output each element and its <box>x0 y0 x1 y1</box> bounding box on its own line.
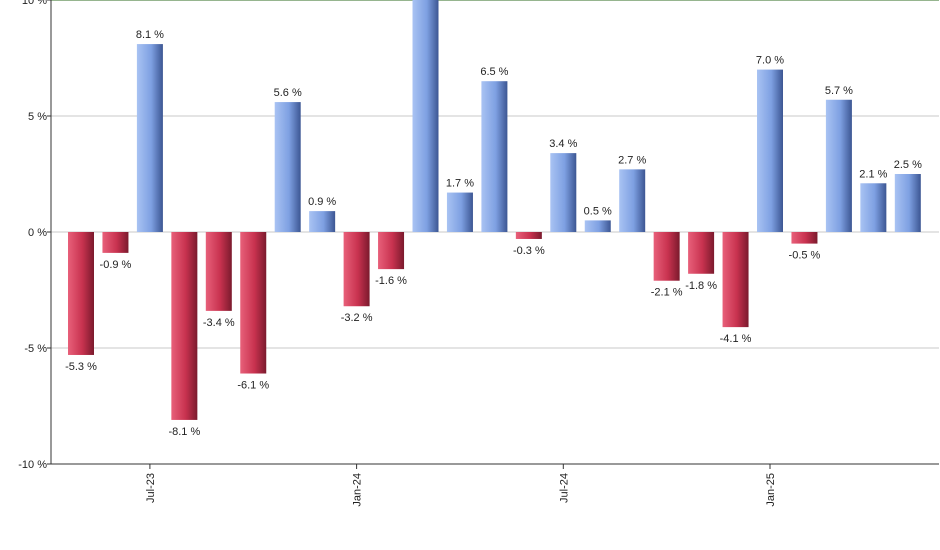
bar-label: -0.5 % <box>789 250 821 262</box>
x-tick-label: Jan-24 <box>352 473 364 507</box>
bar <box>343 232 370 307</box>
bar <box>412 0 439 232</box>
x-tick-label: Jan-25 <box>765 473 777 507</box>
bar-label: 5.6 % <box>274 87 302 99</box>
bar-label: -3.2 % <box>341 312 373 324</box>
bar-label: -1.8 % <box>685 280 717 292</box>
bar <box>894 174 921 232</box>
bar <box>171 232 198 420</box>
bar <box>653 232 680 281</box>
bar-label: -4.1 % <box>720 333 752 345</box>
y-tick-label: 0 % <box>28 227 47 239</box>
bar <box>619 169 646 232</box>
bar-label: -1.6 % <box>375 275 407 287</box>
bar-label: 0.5 % <box>584 205 612 217</box>
bar-label: 2.5 % <box>894 159 922 171</box>
bar-label: -2.1 % <box>651 287 683 299</box>
bar <box>825 99 852 232</box>
bar <box>205 232 232 311</box>
bar-label: -6.1 % <box>237 380 269 392</box>
bar-label: -0.9 % <box>100 259 132 271</box>
bar <box>378 232 405 270</box>
bar <box>722 232 749 328</box>
bar <box>68 232 94 355</box>
y-tick-label: -5 % <box>24 343 47 355</box>
y-tick-label: 10 % <box>22 0 47 7</box>
bar <box>791 232 818 244</box>
bar-label: 1.7 % <box>446 178 474 190</box>
bar-label: 2.7 % <box>618 154 646 166</box>
bar <box>481 81 508 232</box>
bar <box>309 211 336 232</box>
bar <box>102 232 129 253</box>
bar <box>688 232 715 274</box>
bar <box>515 232 542 239</box>
bar-label: 6.5 % <box>480 66 508 78</box>
bar <box>584 220 611 232</box>
bars <box>68 0 921 420</box>
bar-label: 8.1 % <box>136 29 164 41</box>
y-tick-label: -10 % <box>18 459 47 471</box>
bar-label: -3.4 % <box>203 317 235 329</box>
y-tick-label: 5 % <box>28 111 47 123</box>
x-tick-label: Jul-23 <box>145 473 157 503</box>
bar-label: -8.1 % <box>168 426 200 438</box>
bar <box>136 44 163 232</box>
bar-label: 7.0 % <box>756 55 784 67</box>
bar-label: 5.7 % <box>825 85 853 97</box>
bar <box>860 183 887 232</box>
bar <box>550 153 577 232</box>
data-labels: -5.3 % -0.9 % 8.1 % -8.1 % -3.4 % -6.1 % 5.6 %… <box>65 29 922 438</box>
x-tick-label: Jul-24 <box>558 473 570 503</box>
bar <box>274 102 301 232</box>
bar <box>240 232 267 374</box>
bar-label: 3.4 % <box>549 138 577 150</box>
bar <box>446 192 473 232</box>
bar-label: 0.9 % <box>308 196 336 208</box>
bar-label: 2.1 % <box>859 168 887 180</box>
axes: -10 % -5 % 0 % 5 % 10 % Jul-23 Jan-24 Jul-24 Jan… <box>18 0 939 507</box>
bar-label: -0.3 % <box>513 245 545 257</box>
bar <box>757 69 783 232</box>
bar-label: -5.3 % <box>65 361 97 373</box>
